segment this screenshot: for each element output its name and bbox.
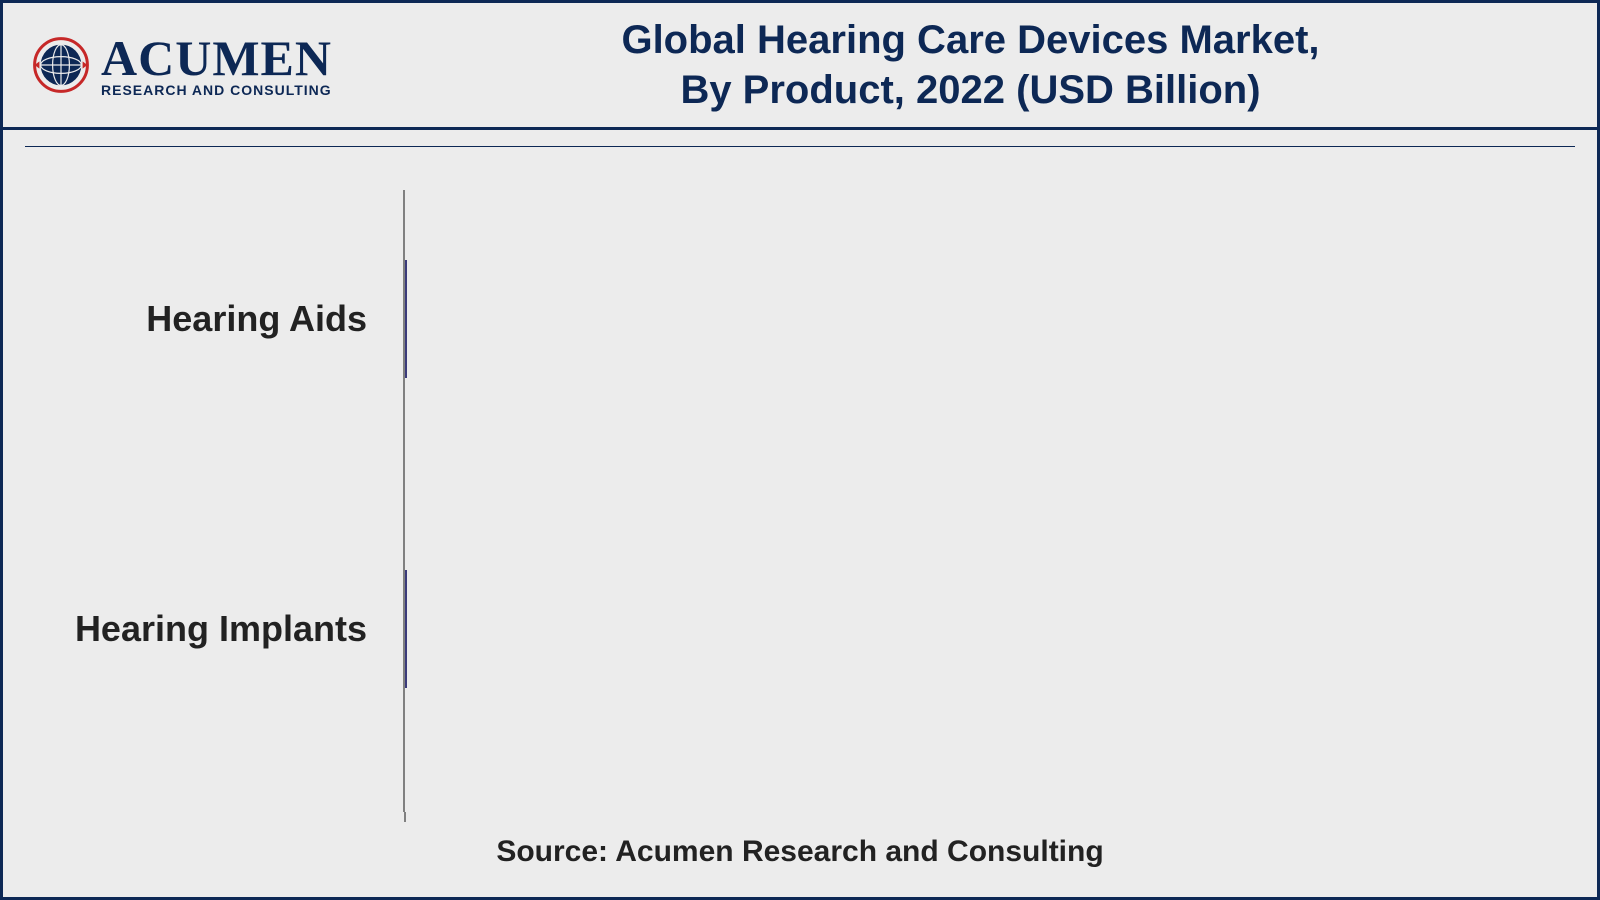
bar-hearing-implants — [405, 570, 407, 688]
chart-zone: Hearing Aids Hearing Implants Source: Ac… — [3, 130, 1597, 897]
logo-text: ACUMEN RESEARCH AND CONSULTING — [101, 33, 332, 97]
inner-rule — [25, 146, 1575, 147]
bar-row-hearing-implants: Hearing Implants — [405, 570, 407, 688]
globe-icon — [31, 35, 91, 95]
logo: ACUMEN RESEARCH AND CONSULTING — [31, 33, 332, 97]
plot-area: Hearing Aids Hearing Implants — [403, 190, 1537, 812]
bar-row-hearing-aids: Hearing Aids — [405, 260, 407, 378]
header-band: ACUMEN RESEARCH AND CONSULTING Global He… — [3, 3, 1597, 130]
category-label: Hearing Implants — [75, 608, 367, 650]
logo-sub: RESEARCH AND CONSULTING — [101, 83, 332, 97]
title-line2: By Product, 2022 (USD Billion) — [372, 65, 1569, 115]
source-text: Source: Acumen Research and Consulting — [3, 835, 1597, 869]
logo-main: ACUMEN — [101, 33, 332, 83]
title-line1: Global Hearing Care Devices Market, — [372, 15, 1569, 65]
outer-frame: ACUMEN RESEARCH AND CONSULTING Global He… — [0, 0, 1600, 900]
origin-tick — [404, 812, 406, 822]
category-label: Hearing Aids — [146, 298, 367, 340]
chart-title: Global Hearing Care Devices Market, By P… — [372, 15, 1569, 115]
bar-hearing-aids — [405, 260, 407, 378]
